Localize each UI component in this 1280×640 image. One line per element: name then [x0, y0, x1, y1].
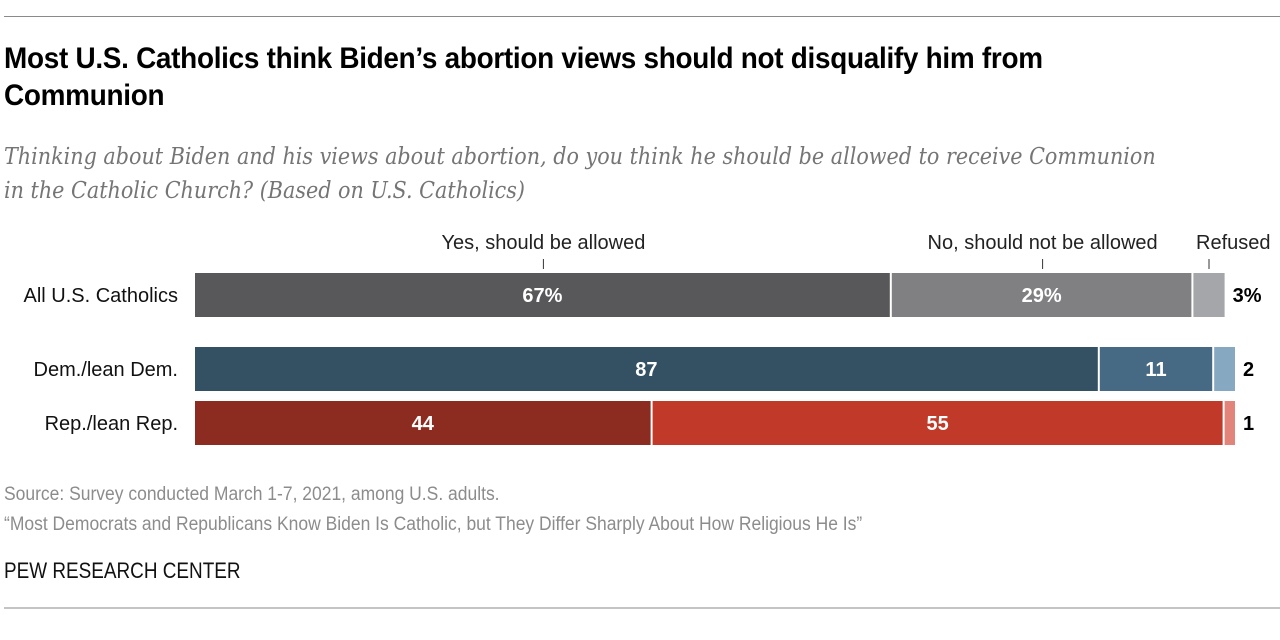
bar-segment [195, 273, 890, 317]
bottom-rule [4, 607, 1280, 609]
source-note: Source: Survey conducted March 1-7, 2021… [4, 484, 500, 505]
value-label: 44 [412, 413, 435, 435]
value-label: 67% [522, 285, 562, 307]
pew-research-center-logo: PEW RESEARCH CENTER [4, 558, 241, 583]
legend-label: No, should not be allowed [928, 232, 1158, 254]
value-label: 1 [1243, 413, 1254, 435]
category-label: All U.S. Catholics [24, 285, 179, 307]
legend-label: Yes, should be allowed [441, 232, 645, 254]
value-label: 2 [1243, 359, 1254, 381]
report-title-note: “Most Democrats and Republicans Know Bid… [4, 514, 863, 535]
bar-segment [891, 273, 1192, 317]
legend-label: Refused [1196, 232, 1271, 254]
bar-segment [1099, 347, 1213, 391]
chart-subtitle: Thinking about Biden and his views about… [4, 144, 1156, 204]
bar-segment [652, 401, 1223, 445]
bar-segment [1214, 347, 1235, 391]
category-label: Dem./lean Dem. [34, 359, 179, 381]
top-rule [4, 16, 1280, 17]
category-labels: All U.S. Catholics Dem./lean Dem. Rep./lea… [24, 285, 179, 435]
legend: Yes, should be allowed No, should not be … [441, 232, 1271, 269]
value-label: 55 [926, 413, 948, 435]
bar-segment [195, 401, 651, 445]
value-label: 3% [1233, 285, 1262, 307]
value-label: 87 [635, 359, 657, 381]
category-label: Rep./lean Rep. [45, 413, 178, 435]
bar-segment [1193, 273, 1225, 317]
bars [195, 273, 1235, 445]
chart-title: Most U.S. Catholics think Biden’s aborti… [4, 42, 1043, 112]
value-labels: 67% 29% 3% 87 11 2 44 55 1 [412, 285, 1262, 435]
stacked-bar-chart: Yes, should be allowed No, should not be … [24, 232, 1271, 445]
value-label: 11 [1145, 359, 1166, 381]
bar-segment [195, 347, 1098, 391]
value-label: 29% [1022, 285, 1062, 307]
bar-segment [1224, 401, 1235, 445]
